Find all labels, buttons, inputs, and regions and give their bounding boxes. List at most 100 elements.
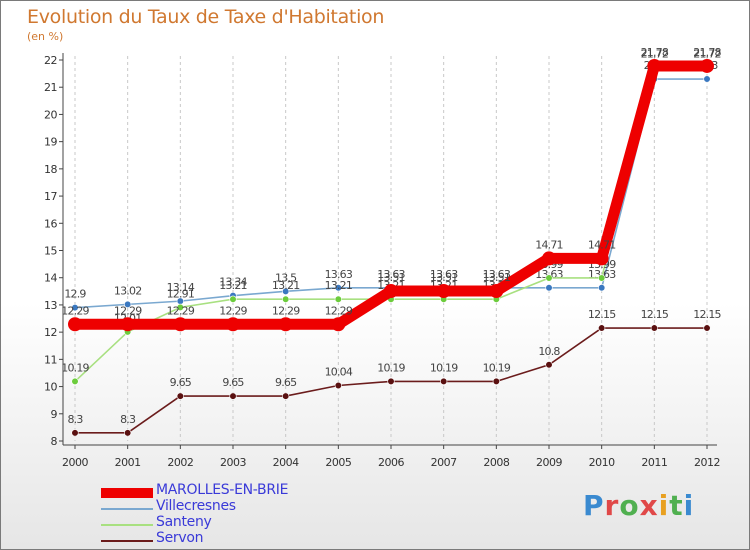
data-point-servon [176, 392, 184, 400]
y-tick-label: 11 [44, 353, 57, 366]
x-tick-label: 2003 [220, 456, 246, 469]
data-label-santeny: 21.72 [693, 48, 721, 61]
data-point-servon [282, 392, 290, 400]
data-label-marolles-en-brie: 13.51 [377, 271, 405, 284]
x-tick-label: 2000 [62, 456, 88, 469]
data-point-marolles-en-brie [120, 317, 135, 332]
data-label-villecresnes: 13.34 [219, 276, 247, 289]
data-point-villecresnes [334, 284, 342, 292]
x-tick-label: 2010 [589, 456, 615, 469]
y-tick-label: 22 [44, 54, 57, 67]
data-label-santeny: 13.21 [272, 279, 300, 292]
data-point-servon [545, 361, 553, 369]
data-point-marolles-en-brie [173, 317, 188, 332]
data-point-marolles-en-brie [594, 251, 609, 266]
legend-swatch-servon [101, 540, 153, 542]
data-label-santeny: 12.91 [167, 287, 195, 300]
x-tick-label: 2012 [694, 456, 720, 469]
data-label-marolles-en-brie: 21.78 [641, 46, 669, 59]
y-tick-label: 12 [44, 326, 57, 339]
data-label-marolles-en-brie: 12.29 [167, 304, 195, 317]
y-tick-label: 14 [44, 272, 57, 285]
data-point-santeny [545, 274, 553, 282]
legend-label-servon: Servon [156, 530, 204, 546]
chart-title: Evolution du Taux de Taxe d'Habitation [27, 6, 385, 28]
data-label-servon: 12.15 [693, 308, 721, 321]
data-label-servon: 10.19 [377, 361, 405, 374]
data-point-servon [387, 377, 395, 386]
data-label-servon: 9.65 [275, 376, 297, 389]
data-label-santeny: 13.21 [219, 279, 247, 292]
data-label-marolles-en-brie: 14.71 [588, 238, 616, 251]
x-tick-label: 2008 [483, 456, 509, 469]
data-label-villecresnes: 13.63 [377, 268, 405, 281]
data-point-servon [598, 324, 606, 332]
data-point-santeny [598, 274, 606, 282]
data-label-santeny: 21.72 [641, 48, 669, 61]
x-tick-label: 2011 [641, 456, 667, 469]
data-point-villecresnes [545, 284, 553, 292]
data-point-servon [703, 324, 711, 332]
data-point-santeny [229, 295, 237, 303]
data-point-servon [71, 429, 79, 437]
proxiti-logo: Proxiti [583, 489, 695, 522]
data-point-servon [650, 324, 658, 332]
data-label-marolles-en-brie: 12.29 [219, 304, 247, 317]
legend-label-santeny: Santeny [156, 514, 212, 530]
legend-label-villecresnes: Villecresnes [156, 498, 236, 514]
data-point-servon [229, 392, 237, 400]
data-point-santeny [71, 377, 79, 386]
y-tick-label: 10 [44, 381, 57, 394]
data-point-marolles-en-brie [436, 284, 451, 299]
y-tick-label: 20 [44, 108, 57, 121]
data-point-santeny [176, 303, 184, 311]
data-label-servon: 8.3 [67, 413, 83, 426]
data-point-servon [334, 381, 342, 390]
data-point-villecresnes [598, 284, 606, 292]
y-tick-label: 16 [44, 217, 57, 230]
data-label-santeny: 13.21 [325, 279, 353, 292]
data-label-servon: 12.15 [588, 308, 616, 321]
data-label-marolles-en-brie: 13.51 [483, 271, 511, 284]
data-label-servon: 12.15 [641, 308, 669, 321]
y-tick-label: 19 [44, 136, 57, 149]
data-label-marolles-en-brie: 21.78 [693, 46, 721, 59]
y-tick-label: 8 [51, 435, 58, 448]
data-label-villecresnes: 13.63 [325, 268, 353, 281]
data-label-servon: 10.8 [538, 345, 560, 358]
data-point-marolles-en-brie [384, 284, 398, 299]
data-label-servon: 10.19 [483, 361, 511, 374]
x-tick-label: 2006 [378, 456, 404, 469]
data-point-servon [492, 377, 500, 386]
data-label-servon: 9.65 [222, 376, 244, 389]
x-tick-label: 2001 [115, 456, 141, 469]
data-point-villecresnes [703, 75, 711, 83]
data-point-marolles-en-brie [278, 317, 293, 332]
data-point-marolles-en-brie [68, 317, 82, 332]
data-label-servon: 10.19 [430, 361, 458, 374]
data-label-villecresnes: 13.02 [114, 284, 142, 297]
legend-swatch-villecresnes [101, 508, 153, 510]
x-tick-label: 2002 [167, 456, 193, 469]
y-tick-label: 21 [44, 81, 57, 94]
y-tick-label: 18 [44, 163, 57, 176]
data-point-marolles-en-brie [700, 58, 714, 73]
data-point-villecresnes [71, 304, 79, 312]
x-tick-label: 2004 [273, 456, 299, 469]
data-label-servon: 9.65 [170, 376, 192, 389]
data-label-villecresnes: 13.63 [483, 268, 511, 281]
data-label-marolles-en-brie: 14.71 [535, 238, 563, 251]
y-tick-label: 9 [51, 408, 58, 421]
data-label-servon: 8.3 [120, 413, 136, 426]
data-label-marolles-en-brie: 13.51 [430, 271, 458, 284]
legend-label-marolles-en-brie: MAROLLES-EN-BRIE [156, 482, 289, 498]
data-point-servon [440, 377, 448, 386]
y-axis-unit-label: (en %) [27, 30, 64, 43]
data-label-marolles-en-brie: 12.29 [272, 304, 300, 317]
y-tick-label: 13 [44, 299, 57, 312]
y-tick-label: 17 [44, 190, 57, 203]
data-point-santeny [334, 295, 342, 303]
data-point-servon [124, 429, 132, 437]
